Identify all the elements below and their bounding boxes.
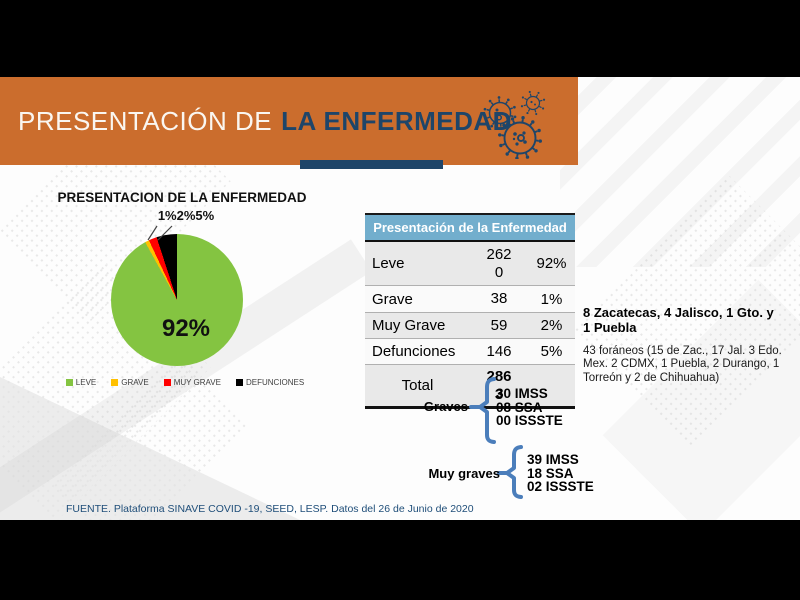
title-banner: PRESENTACIÓN DE LA ENFERMEDAD	[0, 77, 578, 165]
muy-graves-brace	[497, 445, 523, 499]
chart-legend: LEVE GRAVE MUY GRAVE DEFUNCIONES	[45, 378, 325, 387]
page-title-bold: LA ENFERMEDAD	[281, 105, 512, 136]
deco-wedge	[0, 377, 300, 520]
legend-item: DEFUNCIONES	[235, 378, 305, 387]
graves-item: 00 ISSSTE	[496, 413, 563, 429]
muy-graves-item: 18 SSA	[527, 465, 574, 481]
table-row: Defunciones 146 5%	[365, 338, 575, 364]
cell-number: 38	[490, 290, 508, 307]
side-note-bold: 8 Zacatecas, 4 Jalisco, 1 Gto. y 1 Puebl…	[583, 305, 774, 336]
cell-number: 59	[490, 316, 508, 334]
legend-swatch-muy-grave	[163, 379, 171, 386]
table-row: Leve 2620 92%	[365, 242, 575, 285]
page-title: PRESENTACIÓN DE LA ENFERMEDAD	[18, 77, 512, 165]
table-cell-value: 2620	[470, 246, 528, 282]
side-note: 8 Zacatecas, 4 Jalisco, 1 Gto. y 1 Puebl…	[583, 305, 788, 385]
page-title-regular: PRESENTACIÓN DE	[18, 105, 273, 136]
table-cell-label: Muy Grave	[372, 317, 446, 334]
pie	[111, 234, 243, 366]
pie-main-label: 92%	[161, 315, 211, 342]
muy-graves-item: 02 ISSSTE	[527, 479, 594, 495]
legend-label: LEVE	[75, 378, 97, 387]
legend-label: MUY GRAVE	[173, 378, 221, 387]
table-cell-pct: 5%	[540, 343, 563, 360]
table-row: Muy Grave 59 2%	[365, 312, 575, 338]
table-cell-label: Defunciones	[372, 343, 456, 360]
table-cell-pct: 92%	[536, 255, 567, 272]
graves-item: 08 SSA	[496, 399, 543, 415]
graves-items: 30 IMSS 08 SSA 00 ISSSTE	[496, 387, 563, 428]
table-cell-label: Leve	[372, 255, 405, 272]
graves-label: Graves	[423, 399, 468, 414]
table-cell-pct: 2%	[540, 317, 563, 334]
legend-item: LEVE	[65, 378, 97, 387]
accent-bar	[300, 160, 443, 169]
slide: PRESENTACIÓN DE LA ENFERMEDAD PRESENTACI…	[0, 77, 800, 520]
table-cell-value: 38	[470, 290, 528, 308]
chart-title: PRESENTACION DE LA ENFERMEDAD	[57, 190, 307, 205]
cell-number: 146	[486, 342, 512, 360]
table-row: Grave 38 1%	[365, 285, 575, 312]
legend-swatch-grave	[111, 379, 119, 386]
legend-item: MUY GRAVE	[163, 378, 221, 387]
cell-number: 2620	[486, 245, 512, 281]
deco-band	[560, 77, 800, 267]
table-cell-value: 146	[470, 343, 528, 361]
legend-label: DEFUNCIONES	[245, 378, 305, 387]
data-table: Presentación de la Enfermedad Leve 2620 …	[365, 213, 575, 409]
pie-small-slice-labels: 1%2%5%	[157, 208, 215, 223]
table-cell-label: Total	[401, 377, 434, 394]
legend-label: GRAVE	[121, 378, 149, 387]
table-cell-pct: 1%	[540, 290, 563, 308]
letterbox-bottom	[0, 520, 800, 600]
muy-graves-items: 39 IMSS 18 SSA 02 ISSSTE	[527, 453, 594, 494]
letterbox-top	[0, 0, 800, 77]
muy-graves-item: 39 IMSS	[527, 452, 579, 467]
side-note-regular: 43 foráneos (15 de Zac., 17 Jal. 3 Edo. …	[583, 344, 782, 384]
virus-icon	[483, 90, 546, 159]
table-header: Presentación de la Enfermedad	[365, 213, 575, 242]
legend-swatch-defunciones	[235, 379, 243, 386]
legend-item: GRAVE	[111, 378, 149, 387]
source-note: FUENTE. Plataforma SINAVE COVID -19, SEE…	[66, 503, 474, 515]
table-cell-value: 59	[470, 317, 528, 335]
legend-swatch-leve	[65, 379, 73, 386]
table-cell-label: Grave	[372, 290, 413, 308]
graves-item: 30 IMSS	[496, 386, 548, 401]
muy-graves-label: Muy graves	[428, 466, 500, 481]
